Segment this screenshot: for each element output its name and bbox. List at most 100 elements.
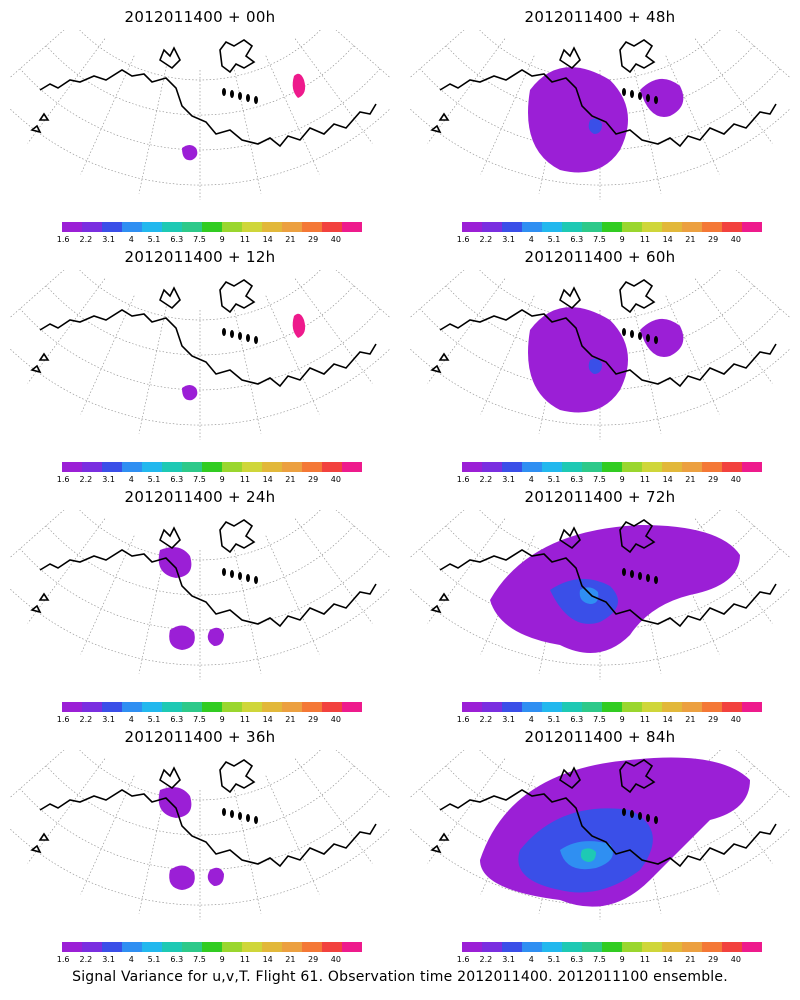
colorbar-swatch bbox=[562, 462, 582, 472]
colorbar-swatch bbox=[322, 462, 342, 472]
colorbar-swatch bbox=[302, 702, 322, 712]
colorbar-swatch bbox=[162, 702, 182, 712]
lat-lon-grid bbox=[10, 270, 390, 440]
colorbar-swatch bbox=[742, 462, 762, 472]
colorbar-swatch bbox=[622, 222, 642, 232]
colorbar-label: 5.1 bbox=[547, 955, 561, 964]
coastline bbox=[430, 39, 777, 148]
colorbar-label: 11 bbox=[639, 475, 651, 484]
colorbar-swatch bbox=[582, 462, 602, 472]
colorbar bbox=[62, 462, 362, 472]
colorbar-swatch bbox=[182, 462, 202, 472]
coastline bbox=[430, 279, 777, 388]
colorbar-swatch bbox=[302, 942, 322, 952]
colorbar-swatch bbox=[602, 462, 622, 472]
signal-variance-field bbox=[182, 73, 306, 161]
colorbar-label: 14 bbox=[662, 235, 673, 244]
colorbar-swatch bbox=[342, 222, 362, 232]
islands bbox=[622, 328, 658, 344]
colorbar-swatch bbox=[702, 222, 722, 232]
colorbar-swatch bbox=[582, 222, 602, 232]
colorbar-swatch bbox=[542, 462, 562, 472]
colorbar-swatch bbox=[142, 702, 162, 712]
colorbar-labels: 1.6 2.2 3.1 4 5.1 6.3 7.5 9 11 14 21 29 40 bbox=[457, 955, 762, 965]
colorbar-label: 9 bbox=[219, 235, 225, 244]
colorbar-swatch bbox=[722, 942, 742, 952]
colorbar-swatch bbox=[62, 702, 82, 712]
colorbar-label: 29 bbox=[308, 235, 319, 244]
colorbar-swatch bbox=[162, 222, 182, 232]
colorbar-swatch bbox=[282, 702, 302, 712]
colorbar-swatch bbox=[202, 462, 222, 472]
colorbar-label: 11 bbox=[239, 475, 251, 484]
polar-stereographic-map bbox=[10, 750, 390, 920]
panel-title: 2012011400 + 84h bbox=[524, 728, 676, 746]
colorbar-swatch bbox=[122, 222, 142, 232]
colorbar-swatch bbox=[522, 222, 542, 232]
colorbar-label: 2.2 bbox=[479, 955, 493, 964]
colorbar-swatch bbox=[302, 462, 322, 472]
colorbar-swatch bbox=[102, 462, 122, 472]
colorbar-swatch bbox=[142, 222, 162, 232]
signal-variance-field bbox=[480, 757, 750, 907]
colorbar-swatch bbox=[122, 702, 142, 712]
colorbar-swatch bbox=[522, 702, 542, 712]
colorbar-swatch bbox=[482, 702, 502, 712]
polar-stereographic-map bbox=[10, 270, 390, 440]
colorbar-swatch bbox=[242, 942, 262, 952]
colorbar-swatch bbox=[322, 702, 342, 712]
colorbar-swatch bbox=[182, 222, 202, 232]
colorbar-swatch bbox=[82, 222, 102, 232]
colorbar-swatch bbox=[562, 222, 582, 232]
colorbar-label: 21 bbox=[685, 955, 696, 964]
colorbar-label: 3.1 bbox=[502, 715, 515, 724]
colorbar-label: 3.1 bbox=[502, 475, 515, 484]
colorbar-swatch bbox=[342, 942, 362, 952]
colorbar-swatch bbox=[722, 462, 742, 472]
colorbar-swatch bbox=[162, 942, 182, 952]
colorbar-swatch bbox=[202, 942, 222, 952]
colorbar-swatch bbox=[682, 462, 702, 472]
colorbar-swatch bbox=[582, 942, 602, 952]
colorbar-label: 21 bbox=[685, 235, 696, 244]
colorbar-swatch bbox=[742, 942, 762, 952]
colorbar-label: 4 bbox=[528, 475, 534, 484]
colorbar bbox=[462, 222, 762, 232]
colorbar-label: 7.5 bbox=[593, 955, 606, 964]
islands bbox=[622, 568, 658, 584]
coastline bbox=[30, 759, 377, 868]
colorbar-swatch bbox=[82, 702, 102, 712]
colorbar-labels: 1.6 2.2 3.1 4 5.1 6.3 7.5 9 11 14 21 29 40 bbox=[57, 715, 362, 725]
colorbar-swatch bbox=[642, 942, 662, 952]
colorbar-label: 14 bbox=[662, 955, 673, 964]
colorbar-swatch bbox=[162, 462, 182, 472]
colorbar-swatch bbox=[622, 702, 642, 712]
colorbar-swatch bbox=[342, 702, 362, 712]
panel-title: 2012011400 + 48h bbox=[524, 8, 676, 26]
coastline bbox=[430, 759, 777, 868]
colorbar-label: 9 bbox=[619, 715, 625, 724]
colorbar-swatch bbox=[342, 462, 362, 472]
polar-stereographic-map bbox=[10, 510, 390, 680]
colorbar-label: 9 bbox=[619, 475, 625, 484]
colorbar-labels: 1.6 2.2 3.1 4 5.1 6.3 7.5 9 11 14 21 29 40 bbox=[457, 475, 762, 485]
colorbar-label: 40 bbox=[730, 475, 741, 484]
colorbar-label: 29 bbox=[708, 475, 719, 484]
colorbar-label: 11 bbox=[239, 715, 251, 724]
colorbar-label: 4 bbox=[528, 955, 534, 964]
panel-title: 2012011400 + 36h bbox=[124, 728, 276, 746]
colorbar-label: 40 bbox=[730, 955, 741, 964]
colorbar-label: 2.2 bbox=[479, 475, 493, 484]
colorbar-label: 21 bbox=[685, 715, 696, 724]
colorbar-swatch bbox=[322, 222, 342, 232]
colorbar-swatch bbox=[702, 702, 722, 712]
colorbar-label: 2.2 bbox=[79, 955, 93, 964]
colorbar-swatch bbox=[662, 702, 682, 712]
colorbar-swatch bbox=[322, 942, 342, 952]
figure-caption: Signal Variance for u,v,T. Flight 61. Ob… bbox=[72, 969, 728, 985]
colorbar-swatch bbox=[222, 222, 242, 232]
signal-variance-field bbox=[158, 547, 224, 650]
colorbar-label: 5.1 bbox=[547, 235, 561, 244]
colorbar-swatch bbox=[462, 222, 482, 232]
colorbar-swatch bbox=[662, 942, 682, 952]
